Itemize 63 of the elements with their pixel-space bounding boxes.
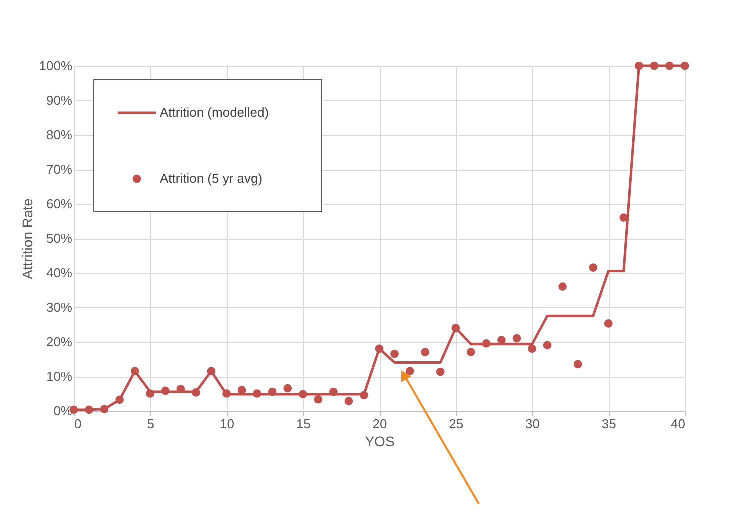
point — [192, 388, 200, 397]
point — [574, 360, 582, 369]
point — [130, 367, 140, 376]
point — [466, 348, 476, 357]
point — [222, 390, 231, 398]
point — [146, 390, 155, 398]
point — [176, 385, 186, 394]
x-tick-label: 20 — [372, 416, 388, 432]
point — [253, 390, 262, 398]
point — [589, 264, 598, 272]
point — [116, 396, 124, 404]
x-tick-label: 15 — [296, 416, 311, 432]
y-tick-label: 60% — [46, 196, 73, 212]
x-tick-label: 35 — [602, 416, 616, 432]
point — [650, 62, 659, 70]
y-tick-label: 10% — [46, 369, 73, 384]
y-tick-label: 90% — [46, 93, 73, 108]
point — [284, 384, 292, 393]
x-tick-label: 5 — [147, 416, 154, 432]
point — [512, 334, 522, 343]
point — [528, 344, 536, 354]
point — [390, 350, 399, 358]
y-tick-label: 20% — [46, 334, 73, 350]
point — [360, 391, 368, 400]
y-tick-label: 50% — [46, 231, 73, 246]
y-tick-label: 40% — [46, 266, 73, 280]
point — [482, 340, 491, 348]
point — [298, 390, 308, 399]
y-axis-title: Attrition Rate — [19, 198, 36, 280]
point — [436, 368, 445, 376]
point — [421, 348, 430, 357]
x-tick-label: 0 — [74, 416, 82, 432]
point — [100, 405, 109, 414]
point — [498, 336, 506, 344]
legend-label: Attrition (5 yr avg) — [160, 171, 263, 186]
point — [666, 62, 674, 70]
y-tick-label: 80% — [46, 128, 73, 142]
point — [85, 406, 94, 414]
legend-label: Attrition (modelled) — [160, 105, 270, 120]
x-tick-label: 30 — [526, 416, 540, 432]
point — [406, 367, 414, 376]
point — [558, 282, 567, 291]
point — [329, 388, 338, 396]
x-tick-label: 10 — [220, 416, 234, 432]
point — [238, 386, 246, 394]
point — [680, 62, 690, 70]
point — [161, 386, 170, 396]
y-tick-label: 100% — [39, 58, 73, 74]
point — [375, 344, 384, 354]
point — [604, 320, 613, 328]
y-tick-label: 0% — [54, 404, 73, 418]
point — [314, 395, 323, 404]
point — [543, 341, 552, 350]
x-tick-label: 40 — [671, 416, 686, 432]
y-tick-label: 30% — [46, 300, 73, 315]
y-tick-label: 70% — [46, 162, 73, 177]
point — [268, 388, 277, 396]
x-axis-title: YOS — [365, 434, 395, 450]
x-tick-label: 25 — [449, 416, 464, 432]
point — [207, 367, 216, 376]
point — [634, 62, 644, 70]
point — [344, 397, 354, 406]
point — [452, 324, 460, 332]
